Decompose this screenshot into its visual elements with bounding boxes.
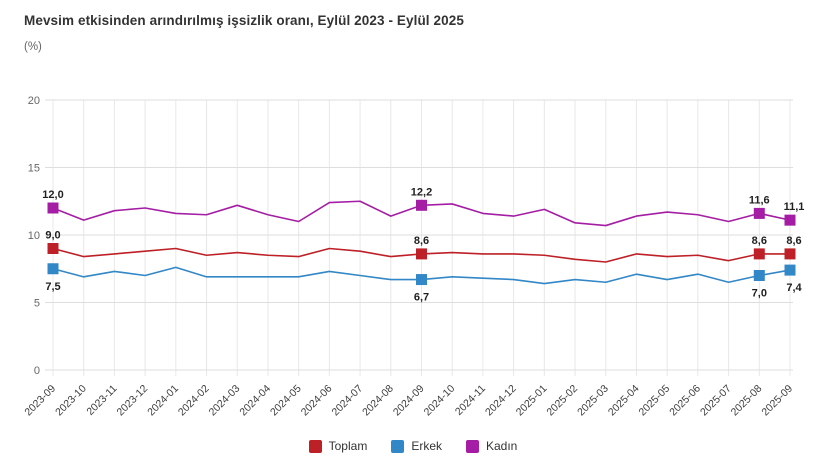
x-axis-tick-label: 2024-11 <box>453 383 488 418</box>
x-axis-tick-label: 2024-03 <box>207 383 243 419</box>
x-axis-tick-label: 2025-01 <box>514 383 550 419</box>
x-axis-tick-label: 2024-12 <box>483 383 519 419</box>
x-axis-tick-label: 2024-04 <box>237 383 273 419</box>
x-axis-tick-label: 2024-08 <box>360 383 396 419</box>
legend-label-kadin: Kadın <box>486 439 518 453</box>
series-marker-kadın <box>784 214 796 226</box>
legend-swatch-toplam <box>308 439 322 453</box>
x-axis-tick-label: 2025-03 <box>575 383 611 419</box>
chart-subtitle: (%) <box>24 41 42 53</box>
x-axis-tick-label: 2023-10 <box>53 383 89 419</box>
x-axis-tick-label: 2024-05 <box>268 383 304 419</box>
y-axis-tick-label: 0 <box>34 365 40 377</box>
x-axis-tick-label: 2025-07 <box>698 383 734 419</box>
y-axis-tick-label: 10 <box>28 230 40 242</box>
legend-swatch-erkek <box>391 439 405 453</box>
x-axis-tick-label: 2025-02 <box>544 383 580 419</box>
series-marker-erkek <box>753 270 765 281</box>
x-axis-tick-label: 2025-09 <box>759 383 795 419</box>
data-label-toplam: 8,6 <box>414 235 429 247</box>
line-chart-canvas: 051015202023-092023-102023-112023-122024… <box>22 95 805 419</box>
x-axis-tick-label: 2025-06 <box>667 383 703 419</box>
series-marker-toplam <box>416 248 427 260</box>
data-label-kadın: 11,6 <box>749 194 770 206</box>
legend-item-erkek[interactable]: Erkek <box>391 439 442 453</box>
x-axis-tick-label: 2025-05 <box>637 383 673 419</box>
x-axis-tick-label: 2023-12 <box>115 383 151 419</box>
data-label-kadın: 12,0 <box>42 189 63 201</box>
series-marker-toplam <box>47 243 59 254</box>
x-axis-tick-label: 2024-02 <box>176 383 212 419</box>
data-label-toplam: 8,6 <box>786 235 801 247</box>
series-marker-kadın <box>47 202 59 214</box>
series-marker-kadın <box>753 207 765 219</box>
x-axis-tick-label: 2024-10 <box>422 383 458 419</box>
x-axis-tick-label: 2023-11 <box>84 383 119 418</box>
data-label-erkek: 6,7 <box>414 292 429 304</box>
x-axis-tick-label: 2024-01 <box>145 383 181 419</box>
data-label-kadın: 11,1 <box>784 201 805 213</box>
data-label-erkek: 7,5 <box>45 281 60 293</box>
series-marker-kadın <box>416 199 427 211</box>
chart-legend: Toplam Erkek Kadın <box>0 435 826 457</box>
legend-item-kadin[interactable]: Kadın <box>466 439 517 453</box>
legend-label-toplam: Toplam <box>328 439 368 453</box>
chart-title: Mevsim etkisinden arındırılmış işsizlik … <box>24 13 464 28</box>
series-marker-erkek <box>784 264 796 276</box>
series-marker-erkek <box>416 274 427 286</box>
x-axis-tick-label: 2024-09 <box>391 383 427 419</box>
y-axis-tick-label: 20 <box>28 95 40 107</box>
data-label-toplam: 8,6 <box>752 235 767 247</box>
x-axis-tick-label: 2025-08 <box>729 383 765 419</box>
series-marker-toplam <box>784 248 796 260</box>
y-axis-tick-label: 5 <box>34 298 40 310</box>
data-label-toplam: 9,0 <box>45 230 60 242</box>
x-axis-tick-label: 2024-07 <box>329 383 365 419</box>
legend-swatch-kadin <box>466 439 479 453</box>
data-label-kadın: 12,2 <box>411 186 432 198</box>
x-axis-tick-label: 2025-04 <box>606 383 642 419</box>
legend-item-toplam[interactable]: Toplam <box>308 439 368 453</box>
legend-label-erkek: Erkek <box>411 439 442 453</box>
series-marker-erkek <box>47 263 59 275</box>
series-marker-toplam <box>753 248 765 260</box>
x-axis-tick-label: 2024-06 <box>299 383 335 419</box>
data-label-erkek: 7,4 <box>786 282 802 294</box>
y-axis-tick-label: 15 <box>28 163 40 175</box>
data-label-erkek: 7,0 <box>752 288 767 300</box>
x-axis-tick-label: 2023-09 <box>22 383 58 419</box>
